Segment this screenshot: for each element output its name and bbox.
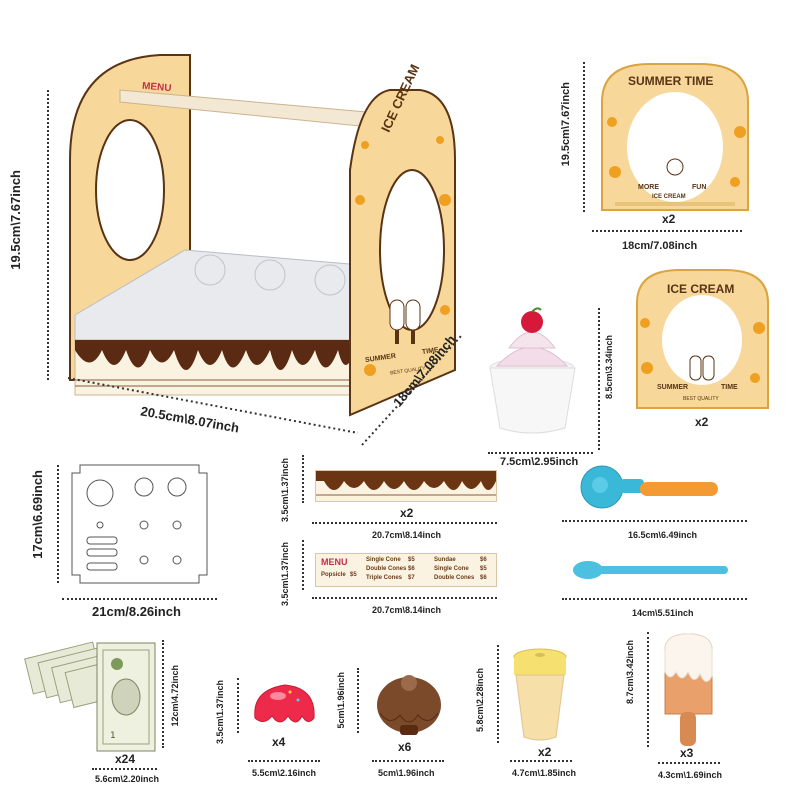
menu-item-2: Double Cones <box>366 566 407 572</box>
menu-price-4: $6 <box>480 557 487 563</box>
cup-width-line <box>488 452 593 454</box>
popsicle-width-line <box>658 762 720 764</box>
panel-bottom-badge-left: SUMMER <box>657 384 689 391</box>
topping-qty: x4 <box>272 735 286 749</box>
popsicle-qty: x3 <box>680 746 694 760</box>
panel-top-width-line <box>592 230 742 232</box>
cup-width-label: 7.5cm\2.95inch <box>500 456 579 468</box>
panel-top-title: SUMMER TIME <box>628 74 714 88</box>
cone-cup <box>513 648 567 741</box>
scoop-width-label: 16.5cm\6.49inch <box>628 530 698 540</box>
panel-bottom-title: ICE CREAM <box>667 282 735 296</box>
strip1-width-line <box>312 522 497 524</box>
strip1-qty: x2 <box>400 506 414 520</box>
menu-strip-title: MENU <box>321 557 348 567</box>
menu-price-6: $6 <box>480 575 487 581</box>
strip1-height-line <box>302 455 304 503</box>
cone-width-label: 4.7cm\1.85inch <box>512 768 577 778</box>
cone-width-line <box>510 760 572 762</box>
popsicle-height-line <box>647 632 649 747</box>
menu-price-0: $5 <box>350 572 357 578</box>
choco-height-line <box>357 668 359 733</box>
panel-bottom-badge-right: TIME <box>721 384 738 391</box>
popsicle <box>664 633 713 746</box>
choco-qty: x6 <box>398 740 412 754</box>
menu-price-3: $7 <box>408 575 415 581</box>
stand-height-line <box>47 90 49 380</box>
panel-summer-time: SUMMER TIME MORE FUN ICE CREAM <box>600 62 750 212</box>
base-width-line <box>62 598 217 600</box>
ice-cream-scoop <box>580 465 718 509</box>
cup-height-line <box>598 308 600 450</box>
chocolate-strip <box>315 470 497 502</box>
scoop-width-line <box>562 520 747 522</box>
strip2-height-label: 3.5cm\1.37inch <box>280 542 290 607</box>
money-qty: x24 <box>115 752 136 766</box>
menu-price-2: $6 <box>408 566 415 572</box>
money-height-line <box>162 640 164 748</box>
popsicle-width-label: 4.3cm\1.69inch <box>658 770 723 780</box>
stand-height-label: 19.5cm\7.67inch <box>8 170 23 270</box>
money-height-label: 12cm\4.72inch <box>170 665 180 727</box>
menu-item-6: Double Cones <box>434 575 475 581</box>
strip2-width-label: 20.7cm\8.14inch <box>372 605 442 615</box>
money-width-label: 5.6cm\2.20inch <box>95 774 160 784</box>
popsicle-height-label: 8.7cm\3.42inch <box>625 640 635 705</box>
panel-top-height-line <box>583 62 585 212</box>
menu-price-1: $5 <box>408 557 415 563</box>
panel-bottom-best: BEST QUALITY <box>683 396 719 402</box>
choco-height-label: 5cm\1.96inch <box>336 672 346 729</box>
cone-height-line <box>497 645 499 743</box>
spoon-width-label: 14cm\5.51inch <box>632 608 694 618</box>
cup-height-label: 8.5cm\3.34inch <box>604 335 614 400</box>
menu-strip: MENU Popsicle $5 Single Cone $5 Double C… <box>315 553 497 587</box>
panel-top-width-label: 18cm/7.08inch <box>622 240 698 252</box>
strawberry-topping <box>254 684 315 723</box>
topping-width-label: 5.5cm\2.16inch <box>252 768 317 778</box>
cone-qty: x2 <box>538 745 552 759</box>
panel-top-height-label: 19.5cm\7.67inch <box>560 82 572 167</box>
base-plate <box>71 464 208 584</box>
choco-width-label: 5cm\1.96inch <box>378 768 435 778</box>
ice-cream-spoon <box>573 561 728 579</box>
sundae-cup <box>485 307 580 438</box>
panel-top-line2: ICE CREAM <box>652 194 686 200</box>
base-height-line <box>57 465 59 583</box>
panel-bottom-qty: x2 <box>695 415 709 429</box>
base-width-label: 21cm/8.26inch <box>92 604 181 619</box>
cone-height-label: 5.8cm\2.28inch <box>475 668 485 733</box>
strip1-width-label: 20.7cm\8.14inch <box>372 530 442 540</box>
menu-item-4: Sundae <box>434 557 456 563</box>
svg-text:1: 1 <box>110 731 116 741</box>
chocolate-scoop <box>377 675 441 735</box>
play-money: 1 <box>24 641 156 752</box>
menu-item-0: Popsicle <box>321 572 346 578</box>
stand-drawing <box>69 54 456 417</box>
choco-width-line <box>372 760 444 762</box>
topping-width-line <box>248 760 320 762</box>
ice-cream-stand: MENU ICE CREAM SUMMER TIME BEST QUALITY <box>60 50 460 430</box>
base-height-label: 17cm\6.69inch <box>30 470 45 559</box>
money-width-line <box>92 768 157 770</box>
panel-top-more: MORE <box>638 184 659 191</box>
strip2-height-line <box>302 540 304 590</box>
panel-top-fun: FUN <box>692 184 707 191</box>
panel-ice-cream: ICE CREAM SUMMER TIME BEST QUALITY <box>635 268 770 410</box>
stand-depth-line <box>361 334 463 446</box>
panel-top-qty: x2 <box>662 212 676 226</box>
stand-width-line <box>67 377 359 434</box>
menu-price-5: $5 <box>480 566 487 572</box>
menu-item-3: Triple Cones <box>366 575 403 581</box>
topping-height-line <box>237 678 239 733</box>
strip1-height-label: 3.5cm\1.37inch <box>280 458 290 523</box>
spoon-width-line <box>562 598 747 600</box>
strip2-width-line <box>312 597 497 599</box>
topping-height-label: 3.5cm\1.37inch <box>215 680 225 745</box>
menu-item-5: Single Cone <box>434 566 469 572</box>
menu-item-1: Single Cone <box>366 557 401 563</box>
